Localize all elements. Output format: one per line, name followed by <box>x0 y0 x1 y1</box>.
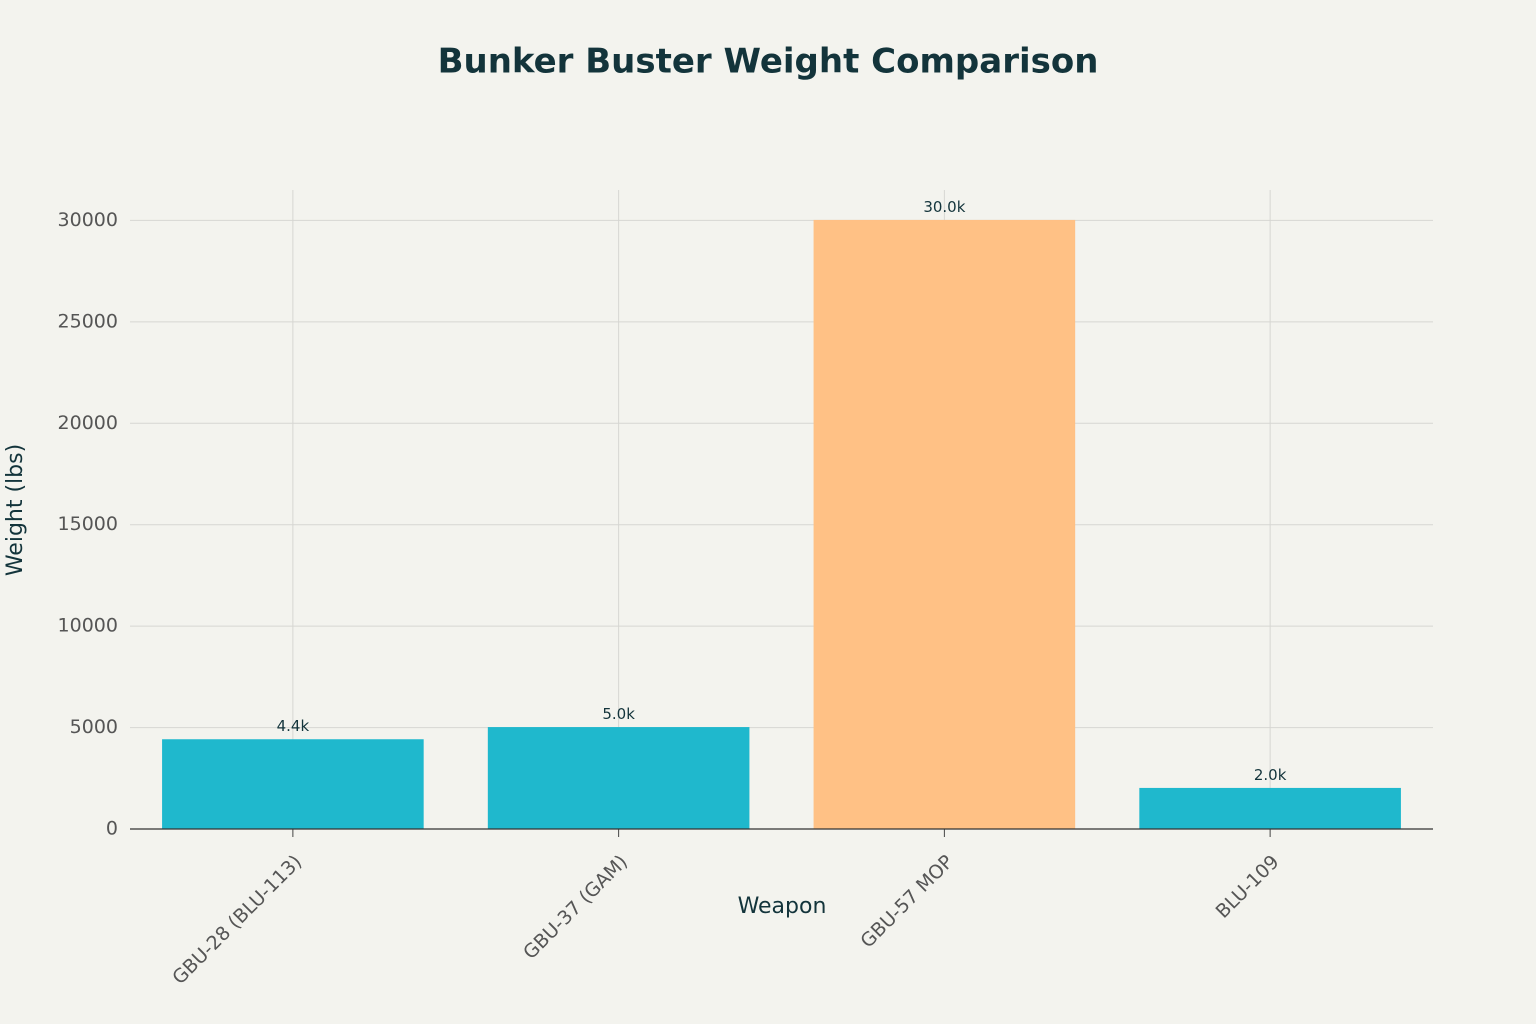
bar <box>1139 787 1401 830</box>
y-tick-label: 15000 <box>58 513 118 535</box>
value-label: 30.0k <box>923 198 965 216</box>
y-tick-label: 25000 <box>58 310 118 332</box>
y-tick-label: 0 <box>106 818 118 840</box>
y-tick-label: 20000 <box>58 412 118 434</box>
value-label: 2.0k <box>1254 766 1287 784</box>
y-tick-label: 10000 <box>58 615 118 637</box>
y-tick-label: 30000 <box>58 209 118 231</box>
chart-title: Bunker Buster Weight Comparison <box>438 42 1099 82</box>
bar <box>162 739 424 830</box>
value-label: 4.4k <box>277 717 310 735</box>
value-label: 5.0k <box>602 705 635 723</box>
y-tick-label: 5000 <box>70 716 118 738</box>
x-axis-title: Weapon <box>738 894 827 919</box>
bar <box>487 727 750 830</box>
bar <box>813 219 1076 830</box>
y-axis-title: Weight (lbs) <box>3 444 28 576</box>
